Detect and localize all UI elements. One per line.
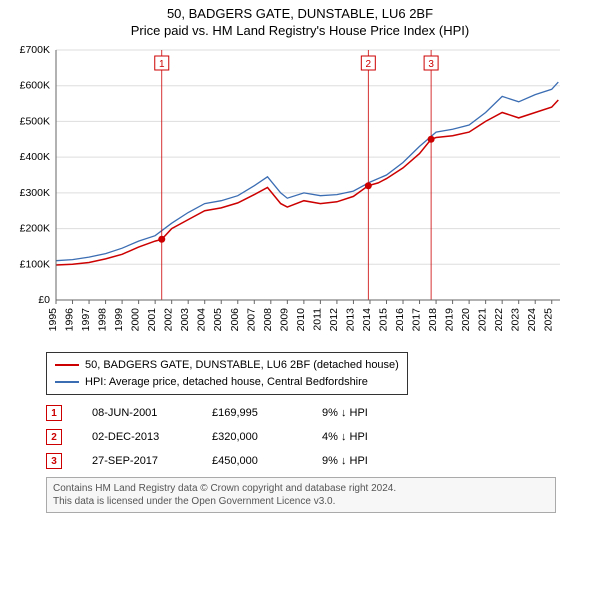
attribution-footer: Contains HM Land Registry data © Crown c… <box>46 477 556 513</box>
ytick-label: £100K <box>20 258 50 270</box>
xtick-label: 2012 <box>328 308 340 332</box>
xtick-label: 2002 <box>163 308 175 332</box>
chart-bg <box>6 46 566 346</box>
xtick-label: 1996 <box>64 308 76 332</box>
transaction-price: £450,000 <box>212 455 292 467</box>
transaction-price: £169,995 <box>212 407 292 419</box>
ytick-label: £700K <box>20 46 50 56</box>
xtick-label: 2013 <box>344 308 356 332</box>
legend-label: 50, BADGERS GATE, DUNSTABLE, LU6 2BF (de… <box>85 357 399 374</box>
xtick-label: 1997 <box>80 308 92 332</box>
xtick-label: 2017 <box>411 308 423 332</box>
marker-dot-2 <box>365 182 372 189</box>
transaction-row: 1 08-JUN-2001 £169,995 9% ↓ HPI <box>46 401 594 425</box>
xtick-label: 2020 <box>460 308 472 332</box>
legend-row: HPI: Average price, detached house, Cent… <box>55 374 399 391</box>
chart-header: 50, BADGERS GATE, DUNSTABLE, LU6 2BF Pri… <box>6 6 594 38</box>
transaction-marker: 2 <box>46 429 62 445</box>
xtick-label: 2022 <box>493 308 505 332</box>
xtick-label: 2009 <box>278 308 290 332</box>
transaction-date: 27-SEP-2017 <box>92 455 182 467</box>
xtick-label: 2016 <box>394 308 406 332</box>
xtick-label: 2008 <box>262 308 274 332</box>
footer-line1: Contains HM Land Registry data © Crown c… <box>53 482 549 495</box>
xtick-label: 2001 <box>146 308 158 332</box>
legend-label: HPI: Average price, detached house, Cent… <box>85 374 368 391</box>
xtick-label: 2023 <box>510 308 522 332</box>
chart-container: £0 £100K £200K £300K £400K £500K £600K £700K 1 2 3… <box>6 46 594 346</box>
xtick-label: 2015 <box>377 308 389 332</box>
xtick-label: 1995 <box>47 308 59 332</box>
price-chart: £0 £100K £200K £300K £400K £500K £600K £700K 1 2 3… <box>6 46 566 346</box>
transaction-price: £320,000 <box>212 431 292 443</box>
ytick-label: £600K <box>20 80 50 92</box>
legend-swatch <box>55 364 79 366</box>
ytick-label: £300K <box>20 187 50 199</box>
transaction-diff: 9% ↓ HPI <box>322 407 412 419</box>
flag-num-2: 2 <box>366 59 372 70</box>
xtick-label: 2014 <box>361 308 373 332</box>
xtick-label: 2006 <box>229 308 241 332</box>
xtick-label: 2000 <box>130 308 142 332</box>
transaction-date: 08-JUN-2001 <box>92 407 182 419</box>
transaction-row: 3 27-SEP-2017 £450,000 9% ↓ HPI <box>46 449 594 473</box>
transaction-marker: 3 <box>46 453 62 469</box>
xtick-label: 2005 <box>212 308 224 332</box>
transaction-marker: 1 <box>46 405 62 421</box>
xtick-label: 2004 <box>196 308 208 332</box>
ytick-label: £400K <box>20 151 50 163</box>
transaction-date: 02-DEC-2013 <box>92 431 182 443</box>
legend-swatch <box>55 381 79 383</box>
transactions-table: 1 08-JUN-2001 £169,995 9% ↓ HPI 2 02-DEC-2013… <box>46 401 594 473</box>
title-subtitle: Price paid vs. HM Land Registry's House … <box>6 23 594 38</box>
xtick-label: 1999 <box>113 308 125 332</box>
xtick-label: 2003 <box>179 308 191 332</box>
transaction-diff: 9% ↓ HPI <box>322 455 412 467</box>
marker-dot-1 <box>158 236 165 243</box>
transaction-diff: 4% ↓ HPI <box>322 431 412 443</box>
title-address: 50, BADGERS GATE, DUNSTABLE, LU6 2BF <box>6 6 594 21</box>
transaction-row: 2 02-DEC-2013 £320,000 4% ↓ HPI <box>46 425 594 449</box>
xtick-label: 2021 <box>477 308 489 332</box>
ytick-label: £0 <box>38 294 50 306</box>
marker-dot-3 <box>428 136 435 143</box>
footer-line2: This data is licensed under the Open Gov… <box>53 495 549 508</box>
legend-row: 50, BADGERS GATE, DUNSTABLE, LU6 2BF (de… <box>55 357 399 374</box>
xtick-label: 1998 <box>97 308 109 332</box>
xtick-label: 2011 <box>311 308 323 331</box>
xtick-label: 2024 <box>526 308 538 332</box>
ytick-label: £200K <box>20 223 50 235</box>
legend: 50, BADGERS GATE, DUNSTABLE, LU6 2BF (de… <box>46 352 408 395</box>
flag-num-1: 1 <box>159 59 165 70</box>
xtick-label: 2025 <box>543 308 555 332</box>
flag-num-3: 3 <box>428 59 434 70</box>
ytick-label: £500K <box>20 115 50 127</box>
xtick-label: 2018 <box>427 308 439 332</box>
xtick-label: 2019 <box>444 308 456 332</box>
xtick-label: 2007 <box>245 308 257 332</box>
xtick-label: 2010 <box>295 308 307 332</box>
